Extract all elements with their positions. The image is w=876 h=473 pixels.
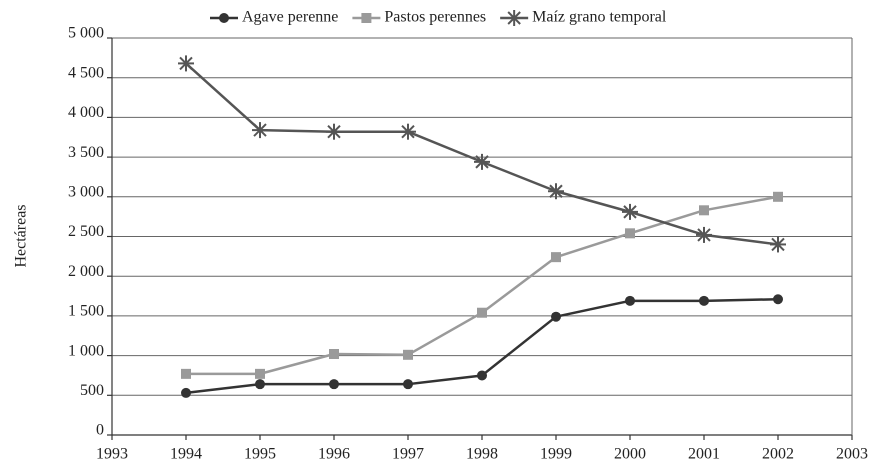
y-tick-label: 500 [80,382,104,399]
x-tick-label: 1994 [170,446,202,463]
marker-stroke [253,123,267,137]
marker [329,349,339,360]
y-tick-label: 1 500 [68,303,104,320]
marker [474,153,490,170]
legend-label: Maíz grano temporal [532,9,667,26]
marker [625,228,635,239]
marker-stroke [623,205,637,219]
marker [326,123,342,140]
marker [219,13,229,23]
marker-stroke [179,56,193,71]
marker [252,122,268,139]
legend-label: Agave perenne [242,9,338,26]
x-tick-label: 1999 [540,446,572,463]
marker [551,252,561,263]
x-tick-label: 2000 [614,446,646,463]
marker [696,226,712,243]
legend-label: Pastos perennes [384,9,486,26]
marker [477,307,487,318]
x-tick-label: 2003 [836,446,868,463]
marker-stroke [697,228,711,242]
marker [181,368,191,379]
y-tick-label: 4 000 [68,104,104,121]
marker-stroke [549,184,563,198]
y-tick-label: 2 500 [68,223,104,240]
x-tick-label: 1996 [318,446,350,463]
y-axis-label: Hectáreas [13,204,30,267]
marker [773,294,783,305]
marker [770,236,786,253]
marker [403,349,413,360]
marker [403,379,413,390]
marker [181,387,191,398]
marker-stroke [771,237,785,252]
series-line [186,195,779,376]
marker [625,295,635,306]
marker [178,55,194,72]
y-tick-label: 3 000 [68,183,104,200]
marker-stroke [475,155,489,169]
x-tick-label: 2002 [762,446,794,463]
marker [622,203,638,220]
legend-item: Pastos perennes [352,9,486,26]
marker [551,311,561,322]
x-tick-label: 1995 [244,446,276,463]
y-tick-label: 3 500 [68,144,104,161]
x-tick-label: 1997 [392,446,424,463]
marker-stroke [401,124,415,139]
y-tick-label: 1 000 [68,342,104,359]
marker-stroke [507,11,521,25]
marker [255,368,265,379]
marker [400,123,416,140]
marker [361,13,372,23]
x-tick-label: 1993 [96,446,128,463]
legend-item: Agave perenne [210,9,338,26]
marker [699,295,709,306]
x-tick-label: 1998 [466,446,498,463]
marker [506,10,523,26]
marker [548,183,564,200]
legend-item: Maíz grano temporal [500,9,667,26]
y-tick-label: 0 [96,422,104,439]
marker [773,191,783,202]
marker [255,379,265,390]
y-tick-label: 2 000 [68,263,104,280]
marker [477,370,487,381]
marker-stroke [327,124,341,139]
y-tick-label: 5 000 [68,25,104,42]
y-tick-label: 4 500 [68,64,104,81]
marker [329,379,339,390]
marker [699,205,709,216]
x-tick-label: 2001 [688,446,720,463]
